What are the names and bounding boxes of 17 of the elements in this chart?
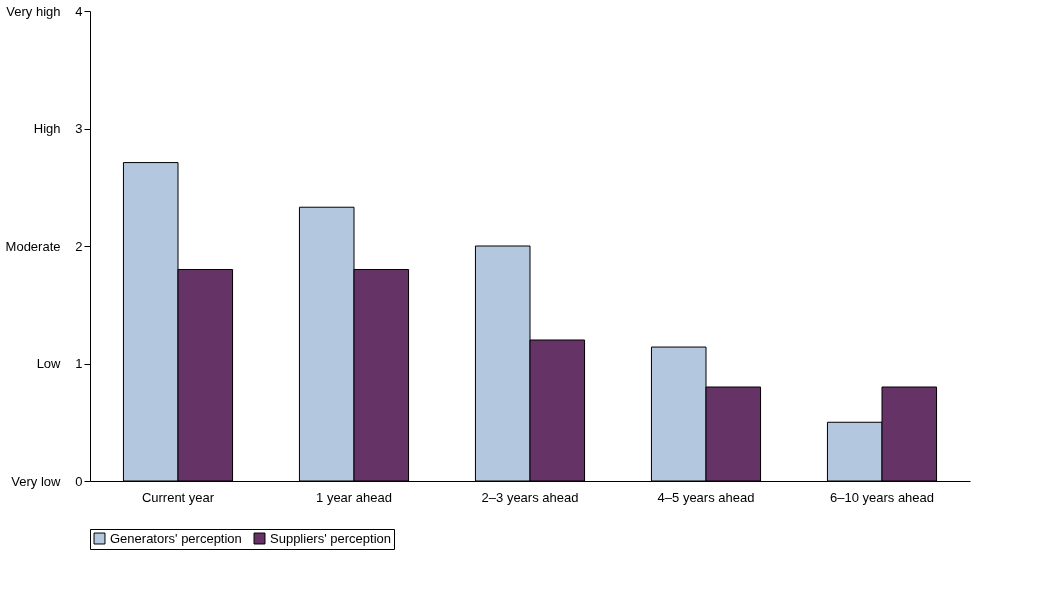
x-tick-label: Current year [141, 489, 215, 505]
y-tick-label: 4 [75, 3, 83, 19]
y-tick-label: 0 [75, 473, 83, 489]
y-tick-label: 2 [75, 238, 83, 254]
text: Low [36, 356, 62, 371]
legend-label: Suppliers' perception [270, 530, 391, 546]
text: Very low [11, 473, 62, 489]
text: Moderate [5, 238, 61, 254]
text: High [33, 121, 61, 136]
x-tick-label: 1 year ahead [316, 489, 392, 505]
text: Very high [6, 3, 61, 19]
legend-label: Generators' perception [110, 530, 242, 546]
y-tick-label: 3 [75, 121, 83, 136]
x-tick-label: 2–3 years ahead [481, 489, 579, 505]
y-tick-label: 1 [75, 356, 83, 371]
x-tick-label: 6–10 years ahead [829, 489, 935, 505]
x-tick-label: 4–5 years ahead [657, 489, 755, 505]
